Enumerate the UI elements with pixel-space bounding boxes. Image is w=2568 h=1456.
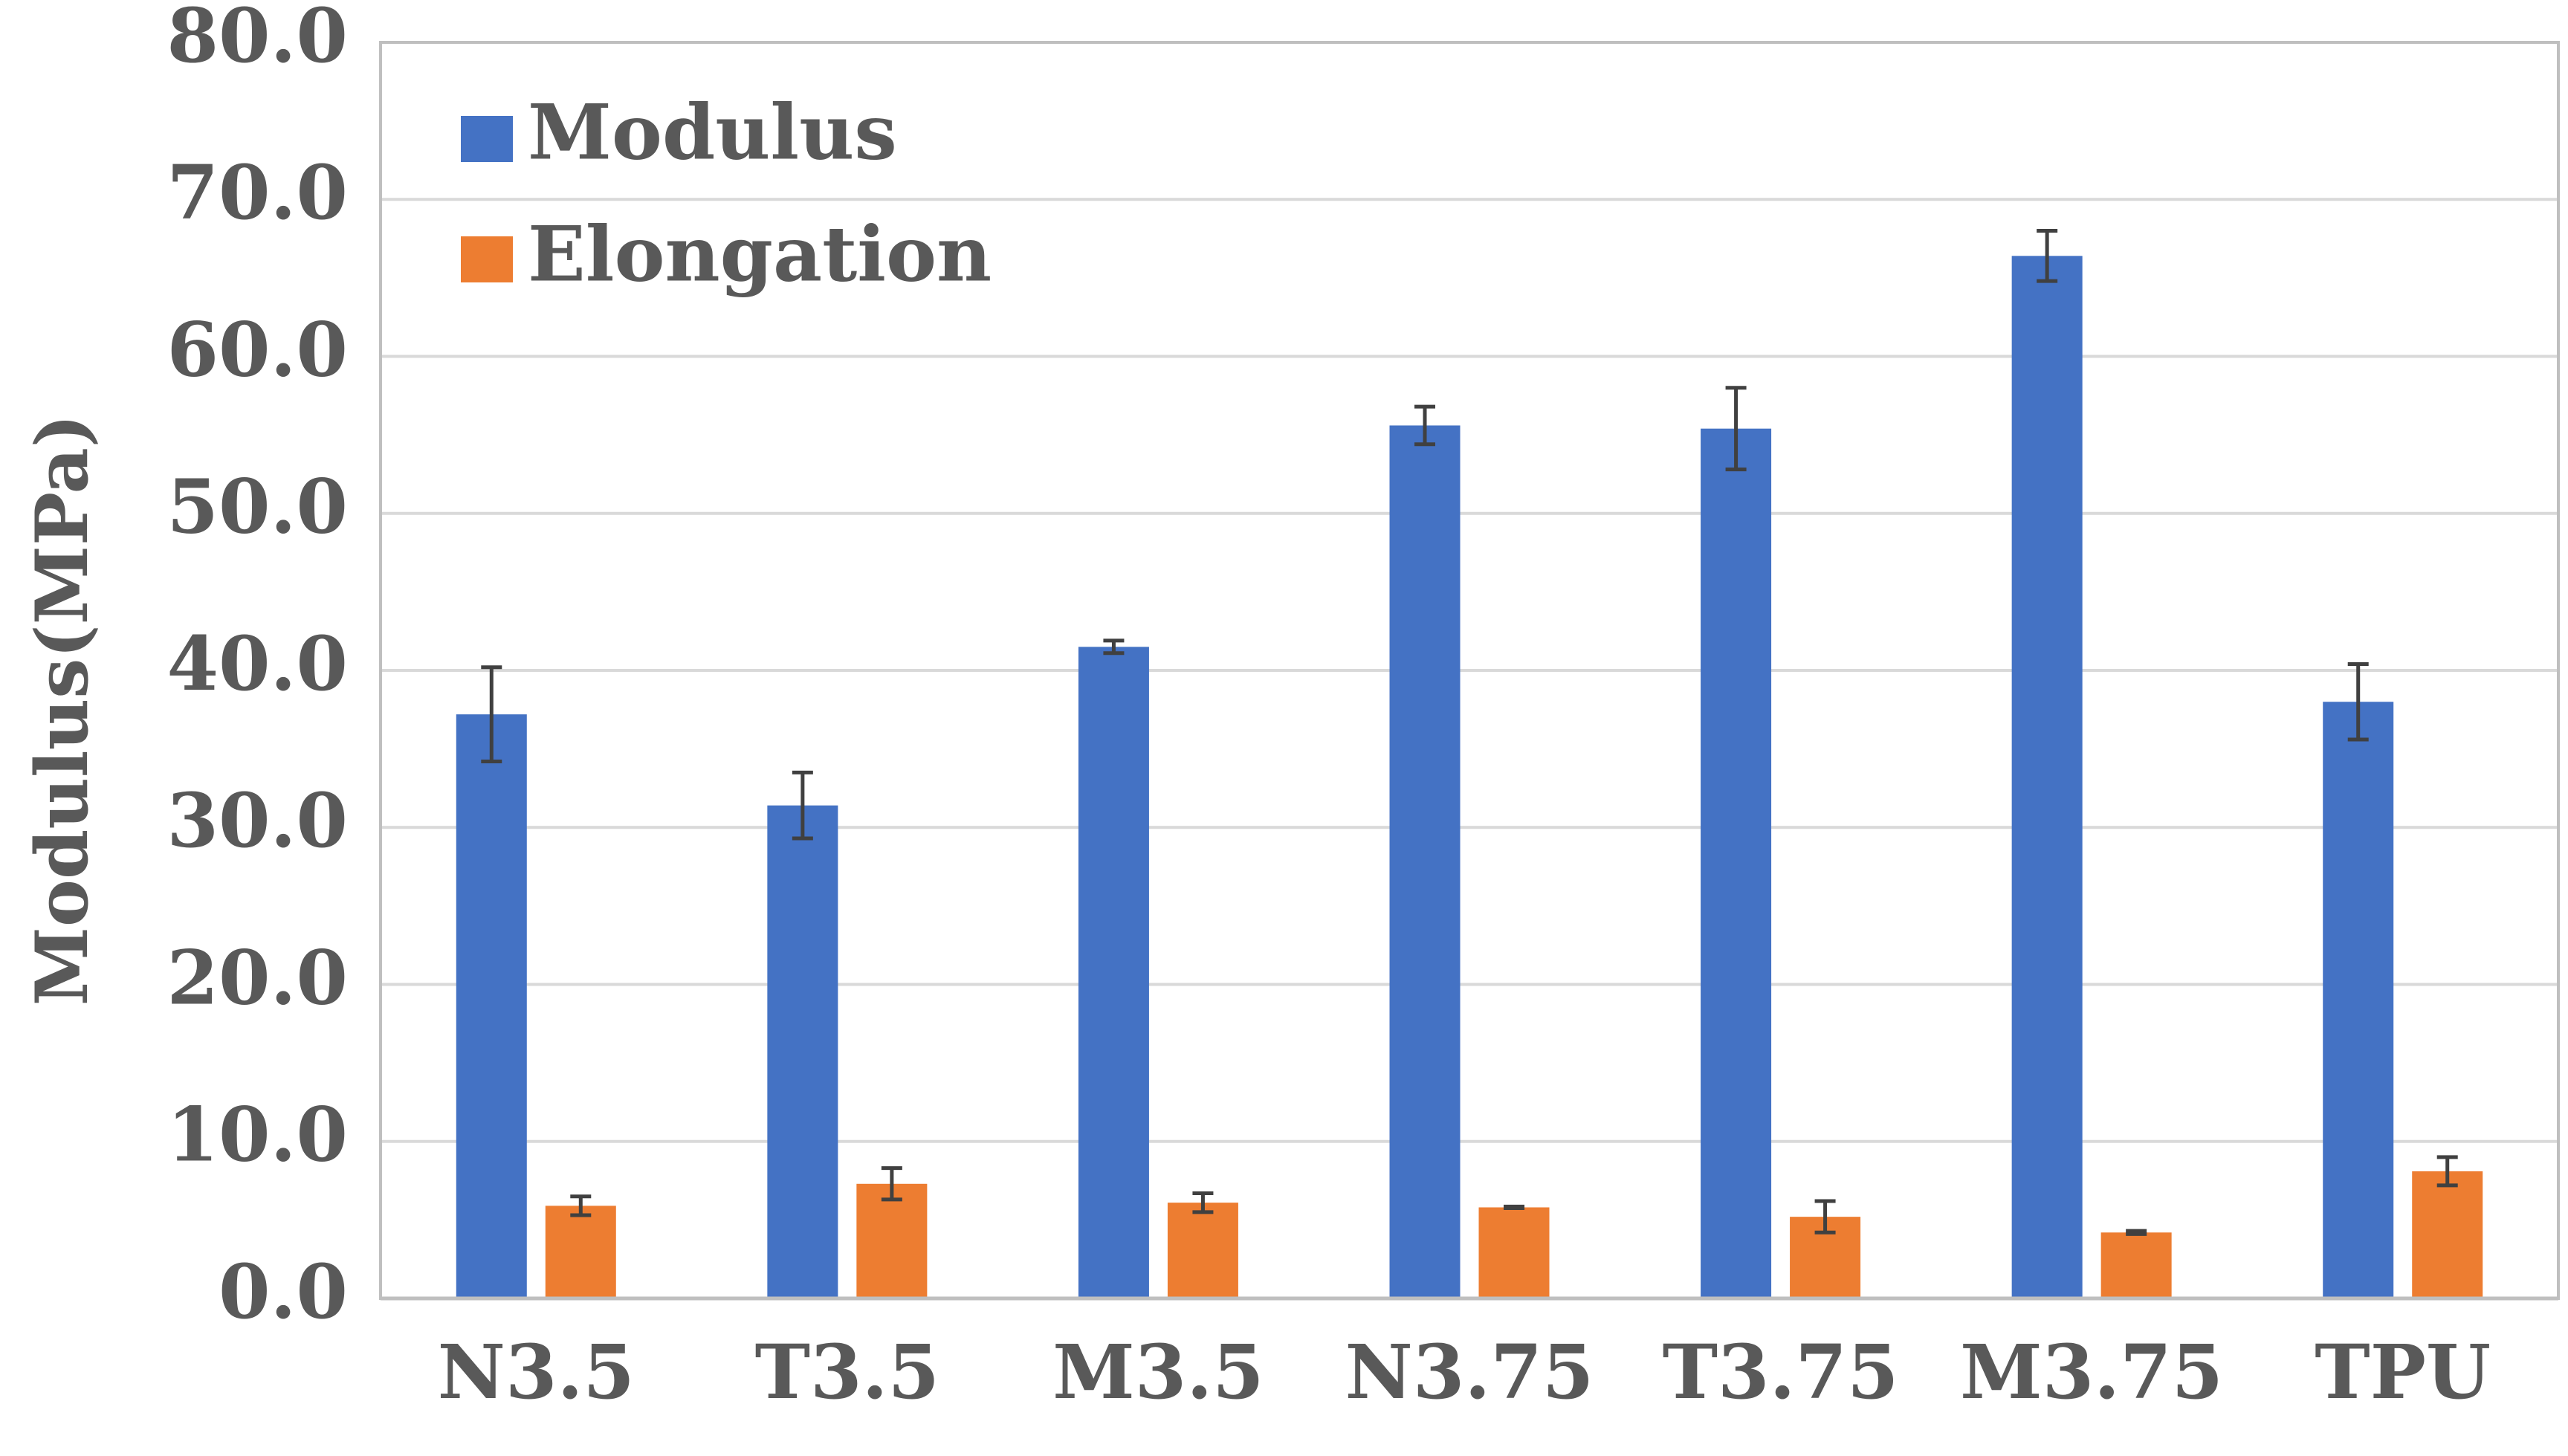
legend-swatch-modulus (461, 116, 513, 162)
y-tick-label: 50.0 (166, 463, 348, 551)
bar-elongation-m3.75 (2100, 1232, 2172, 1298)
gridlines (381, 198, 2558, 1143)
bar-modulus-m3.5 (1078, 647, 1149, 1298)
bar-modulus-t3.5 (767, 805, 838, 1298)
bar-elongation-t3.5 (856, 1183, 928, 1298)
x-tick-labels: N3.5 T3.5 M3.5 N3.75 T3.75 M3.75 TPU (438, 1328, 2491, 1416)
bar-elongation-m3.5 (1167, 1203, 1238, 1298)
x-tick-label: TPU (2315, 1328, 2491, 1416)
x-tick-label: T3.75 (1663, 1328, 1899, 1416)
y-tick-label: 80.0 (166, 0, 348, 80)
x-tick-label: N3.75 (1345, 1328, 1594, 1416)
y-tick-label: 30.0 (166, 777, 348, 864)
bars (456, 256, 2483, 1299)
legend-label-elongation: Elongation (528, 210, 992, 300)
bar-modulus-tpu (2323, 702, 2394, 1298)
x-tick-label: M3.5 (1052, 1328, 1264, 1416)
legend: Modulus Elongation (461, 88, 992, 300)
y-tick-labels: 0.0 10.0 20.0 30.0 40.0 50.0 60.0 70.0 80.0 (166, 0, 348, 1336)
bar-modulus-n3.75 (1389, 425, 1461, 1299)
y-tick-label: 60.0 (166, 305, 348, 393)
x-tick-label: N3.5 (438, 1328, 635, 1416)
bar-elongation-n3.75 (1478, 1207, 1550, 1298)
x-tick-label: M3.75 (1960, 1328, 2223, 1416)
bar-modulus-m3.75 (2011, 256, 2083, 1298)
error-bars (481, 229, 2458, 1236)
y-tick-label: 20.0 (166, 934, 348, 1021)
y-axis-title: Modulus(MPa) (20, 414, 104, 1006)
legend-swatch-elongation (461, 236, 513, 282)
bar-modulus-t3.75 (1701, 428, 1772, 1298)
bar-modulus-n3.5 (456, 714, 527, 1298)
y-tick-label: 10.0 (166, 1091, 348, 1179)
x-tick-label: T3.5 (755, 1328, 939, 1416)
bar-elongation-n3.5 (545, 1206, 616, 1298)
legend-label-modulus: Modulus (528, 88, 897, 178)
y-tick-label: 0.0 (219, 1248, 348, 1336)
bar-elongation-tpu (2412, 1171, 2483, 1298)
y-tick-label: 40.0 (166, 620, 348, 708)
y-tick-label: 70.0 (166, 149, 348, 236)
